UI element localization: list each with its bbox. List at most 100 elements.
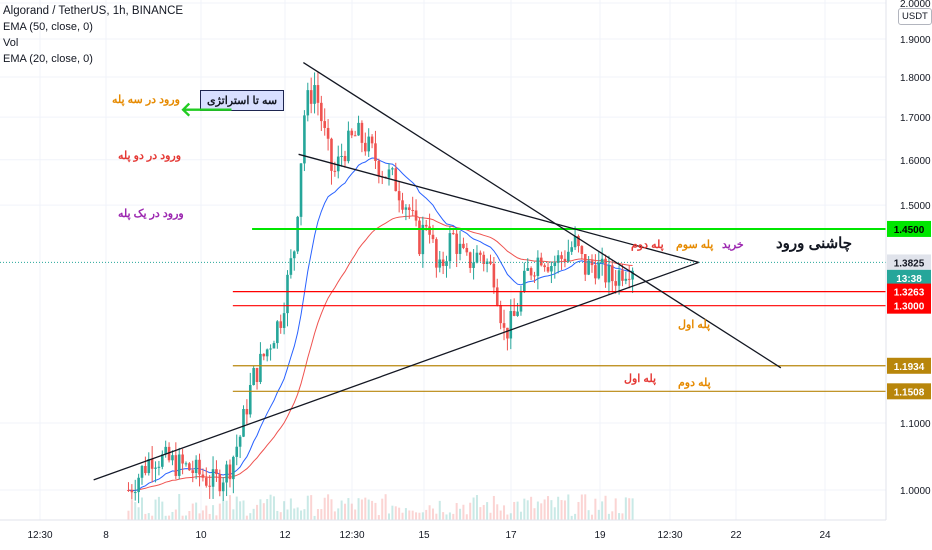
volume-bar	[547, 496, 550, 520]
volume-bar	[306, 495, 309, 520]
volume-bar	[550, 500, 553, 520]
volume-bar	[580, 494, 583, 520]
candle-body	[489, 261, 492, 264]
volume-bar	[567, 494, 570, 520]
volume-bar	[543, 499, 546, 520]
volume-bar	[482, 504, 485, 520]
x-tick-label: 24	[819, 530, 831, 541]
volume-bar	[431, 508, 434, 520]
volume-bar	[624, 497, 627, 520]
volume-bar	[492, 495, 495, 520]
candle-body	[523, 270, 526, 292]
volume-bar	[344, 503, 347, 520]
volume-bar	[469, 502, 472, 520]
candle-body	[583, 254, 587, 275]
candle-body	[201, 474, 205, 478]
candle-body	[313, 85, 316, 104]
volume-bar	[161, 501, 164, 520]
candle-body	[604, 258, 607, 283]
indicator-volume[interactable]: Vol	[3, 37, 19, 49]
y-tick-label: 1.8000	[900, 73, 931, 84]
volume-bar	[232, 509, 235, 520]
candle-body	[367, 136, 370, 152]
volume-bar	[350, 503, 353, 520]
price-label: 1.4500	[894, 225, 925, 236]
volume-bar	[327, 494, 330, 520]
candle-body	[157, 466, 161, 468]
volume-bar	[262, 503, 265, 520]
volume-bar	[530, 496, 533, 520]
candle-body	[597, 262, 601, 279]
x-tick-label: 10	[195, 530, 207, 541]
x-tick-label: 15	[418, 530, 430, 541]
volume-bar	[310, 495, 313, 520]
candle-body	[594, 265, 597, 279]
volume-bar	[452, 513, 455, 520]
note-two-step: ورود در دو پله	[118, 150, 182, 162]
volume-bar	[212, 505, 215, 520]
volume-bar	[222, 500, 225, 520]
volume-bar	[347, 498, 350, 520]
volume-bar	[289, 498, 292, 520]
volume-bar	[516, 501, 519, 520]
candle-body	[336, 156, 340, 172]
candle-body	[580, 246, 584, 255]
candle-body	[252, 368, 255, 386]
candle-body	[333, 170, 337, 172]
volume-bar	[208, 513, 211, 520]
price-label: 1.1508	[894, 387, 925, 398]
volume-bar	[181, 515, 184, 520]
candle-body	[343, 155, 347, 162]
candle-body	[377, 160, 381, 177]
candle-body	[529, 268, 533, 276]
candle-body	[127, 490, 130, 491]
volume-bar	[513, 501, 516, 520]
volume-bar	[445, 514, 448, 520]
candle-body	[225, 464, 228, 483]
volume-bar	[459, 508, 462, 520]
volume-bar	[489, 512, 492, 520]
volume-bar	[384, 494, 387, 520]
volume-bar	[462, 504, 465, 520]
candle-body	[177, 454, 181, 476]
indicator-ema20[interactable]: EMA (20, close, 0)	[3, 53, 93, 65]
candle-body	[556, 255, 560, 263]
candle-body	[221, 482, 225, 492]
candle-body	[211, 469, 215, 487]
candle-body	[590, 260, 594, 266]
candle-body	[570, 247, 574, 252]
volume-bar	[391, 505, 394, 520]
price-label: 1.3263	[894, 288, 925, 299]
candle-body	[512, 311, 516, 316]
note-step-one-upper: پله اول	[678, 319, 711, 331]
candle-body	[451, 233, 455, 235]
x-tick-label: 22	[730, 530, 742, 541]
chart-legend: Algorand / TetherUS, 1h, BINANCE EMA (50…	[3, 3, 183, 67]
symbol-title: Algorand / TetherUS, 1h, BINANCE	[3, 5, 184, 17]
candle-body	[624, 278, 628, 281]
candle-body	[279, 321, 283, 328]
candle-body	[191, 470, 195, 473]
volume-bar	[225, 500, 228, 520]
candle-body	[272, 343, 276, 349]
candle-body	[235, 446, 239, 457]
volume-bar	[448, 512, 451, 520]
currency-badge[interactable]: USDT	[898, 8, 932, 25]
volume-bar	[415, 512, 418, 520]
candle-body	[188, 463, 191, 471]
candle-body	[502, 323, 506, 328]
candle-body	[144, 465, 147, 474]
volume-bar	[496, 504, 499, 520]
indicator-ema50[interactable]: EMA (50, close, 0)	[3, 21, 93, 33]
volume-bar	[360, 499, 363, 520]
volume-bar	[276, 510, 279, 520]
volume-bar	[442, 512, 445, 520]
y-tick-label: 1.5000	[900, 201, 931, 212]
volume-bar	[272, 496, 275, 520]
volume-bar	[614, 498, 617, 520]
candle-body	[347, 130, 350, 162]
candle-body	[370, 136, 374, 144]
volume-bar	[604, 495, 607, 520]
